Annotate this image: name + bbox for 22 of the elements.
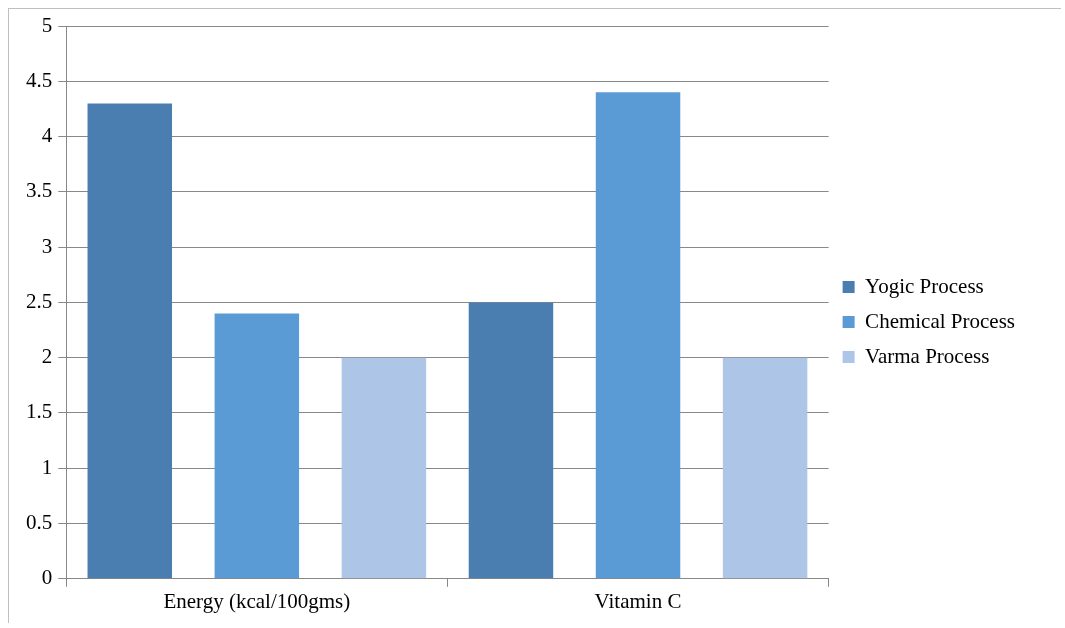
- x-tick-label: Vitamin C: [594, 588, 682, 613]
- legend-label: Chemical Process: [865, 308, 1016, 333]
- bar: [595, 92, 681, 579]
- bar: [722, 357, 808, 579]
- bar: [87, 103, 173, 579]
- x-tick-label: Energy (kcal/100gms): [163, 588, 351, 613]
- legend-label: Varma Process: [865, 343, 990, 368]
- y-tick-label: 5: [41, 12, 53, 37]
- y-tick-label: 4: [41, 123, 53, 148]
- y-tick-label: 0.5: [26, 510, 53, 535]
- y-tick-label: 0: [41, 565, 53, 590]
- y-tick-label: 2: [41, 344, 53, 369]
- bar: [341, 357, 427, 579]
- y-tick-label: 1: [41, 454, 53, 479]
- bar: [468, 302, 554, 579]
- bar: [214, 313, 300, 579]
- y-tick-label: 3: [41, 233, 53, 258]
- y-tick-label: 4.5: [26, 67, 53, 92]
- y-tick-label: 2.5: [26, 288, 53, 313]
- y-tick-label: 1.5: [26, 399, 53, 424]
- y-tick-label: 3.5: [26, 178, 53, 203]
- legend-label: Yogic Process: [865, 273, 984, 298]
